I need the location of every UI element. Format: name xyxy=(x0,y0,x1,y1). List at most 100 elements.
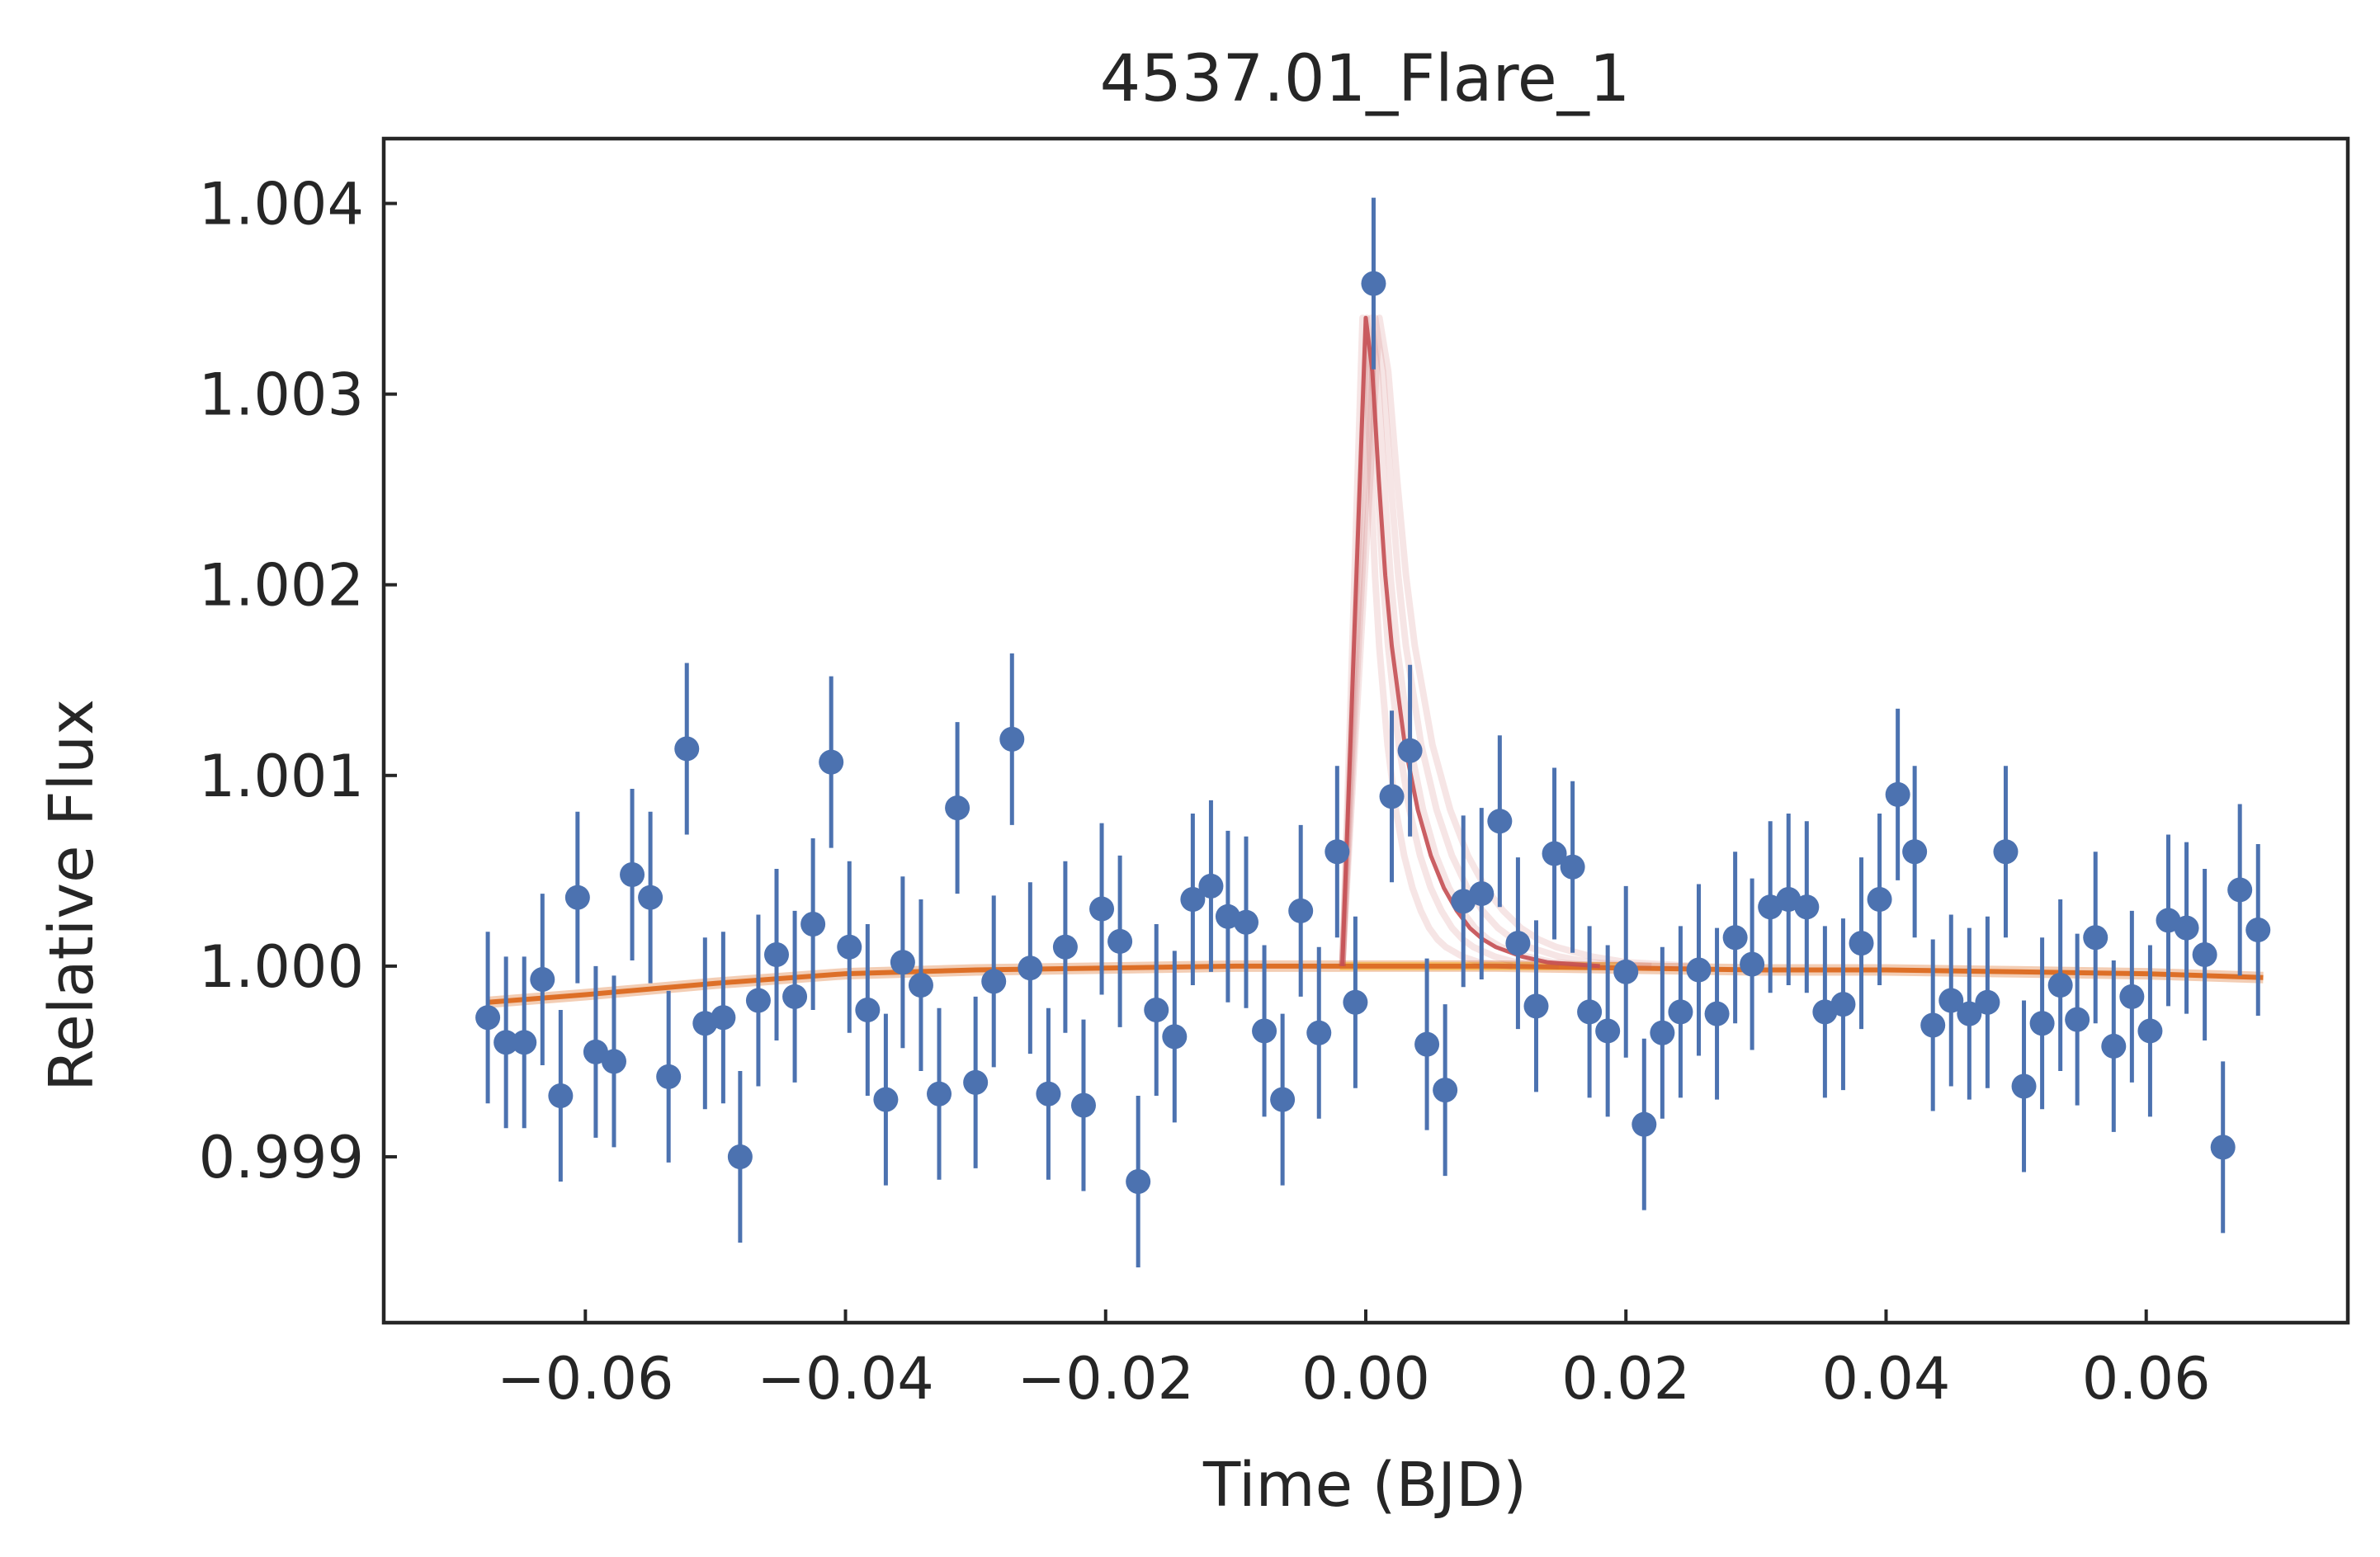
data-point xyxy=(1595,1018,1621,1044)
data-point xyxy=(764,942,789,968)
data-point xyxy=(1794,894,1820,920)
data-point xyxy=(890,950,915,975)
data-point xyxy=(1920,1012,1946,1038)
data-point xyxy=(583,1039,608,1064)
data-point xyxy=(1126,1169,1151,1195)
data-point xyxy=(1361,271,1386,296)
y-tick-label: 0.999 xyxy=(199,1124,364,1191)
x-tick-label: −0.04 xyxy=(757,1345,934,1413)
x-tick-label: 0.02 xyxy=(1561,1345,1690,1413)
data-point xyxy=(782,984,808,1009)
data-point xyxy=(1613,959,1639,984)
data-point xyxy=(908,972,933,998)
data-point xyxy=(2029,1011,2055,1036)
data-point xyxy=(1018,955,1043,981)
data-point xyxy=(1469,881,1495,907)
data-point xyxy=(674,736,700,762)
data-point xyxy=(1070,1092,1096,1118)
data-point xyxy=(711,1005,736,1031)
data-point xyxy=(1902,839,1928,865)
data-point xyxy=(1198,873,1224,899)
data-point xyxy=(530,967,555,993)
data-point xyxy=(1288,898,1314,923)
x-tick-label: −0.02 xyxy=(1018,1345,1195,1413)
data-point xyxy=(1144,998,1169,1023)
data-point xyxy=(656,1064,682,1089)
data-point xyxy=(1325,839,1350,865)
data-point xyxy=(1938,988,1964,1013)
data-point xyxy=(1542,841,1567,866)
data-point xyxy=(800,912,826,937)
data-point xyxy=(1577,999,1603,1025)
data-point xyxy=(1107,928,1133,954)
plot-frame xyxy=(381,136,2350,1325)
data-point xyxy=(512,1030,537,1055)
data-point xyxy=(1885,781,1910,807)
data-point xyxy=(1849,931,1874,956)
data-point xyxy=(2047,972,2073,998)
data-point xyxy=(2065,1007,2090,1032)
data-point xyxy=(1632,1111,1657,1137)
data-point xyxy=(2101,1033,2127,1059)
data-point xyxy=(493,1030,519,1055)
data-point xyxy=(1704,1001,1730,1026)
data-point xyxy=(1867,887,1892,913)
data-point xyxy=(601,1049,626,1074)
data-point xyxy=(1414,1031,1440,1057)
data-point xyxy=(1505,931,1531,956)
flare-model-sample xyxy=(1339,314,1698,970)
data-point xyxy=(1957,1001,1982,1026)
data-point xyxy=(855,998,881,1023)
data-point xyxy=(2192,942,2217,968)
y-tick-label: 1.000 xyxy=(199,933,364,1001)
data-point xyxy=(873,1087,899,1112)
data-point xyxy=(1162,1024,1188,1050)
data-point xyxy=(2083,925,2108,951)
data-point xyxy=(1252,1018,1277,1044)
data-point xyxy=(963,1069,989,1095)
data-point xyxy=(1233,909,1258,935)
data-point xyxy=(475,1005,501,1031)
data-point xyxy=(999,726,1025,752)
data-point xyxy=(1379,784,1405,809)
data-point xyxy=(1668,999,1693,1025)
y-tick-label: 1.004 xyxy=(199,171,364,238)
data-point xyxy=(1650,1020,1675,1045)
data-point xyxy=(564,885,590,910)
flare-model-sample xyxy=(1339,314,1652,970)
data-point xyxy=(2174,915,2199,941)
x-tick-label: −0.06 xyxy=(497,1345,674,1413)
flare-model-line xyxy=(1340,315,1600,969)
data-point xyxy=(620,861,645,887)
data-point xyxy=(2137,1018,2163,1044)
data-point xyxy=(1343,989,1368,1015)
data-point xyxy=(927,1081,952,1106)
data-point xyxy=(745,988,771,1013)
data-point xyxy=(1306,1020,1332,1045)
data-point xyxy=(727,1144,753,1169)
data-point xyxy=(945,795,970,821)
data-point xyxy=(1036,1081,1061,1106)
data-point xyxy=(2119,984,2145,1009)
data-point xyxy=(1722,925,1748,951)
y-tick-label: 1.003 xyxy=(199,361,364,429)
data-point xyxy=(1052,934,1078,960)
data-point xyxy=(1433,1078,1458,1103)
x-tick-label: 0.06 xyxy=(2082,1345,2211,1413)
data-point xyxy=(1740,951,1765,977)
x-tick-label: 0.00 xyxy=(1301,1345,1430,1413)
axis-ticks: −0.06 −0.04 −0.02 0.00 0.02 0.04 0.06 0.999 1.00… xyxy=(199,171,2211,1413)
y-tick-label: 1.002 xyxy=(199,552,364,620)
data-point xyxy=(1523,993,1549,1019)
data-points xyxy=(475,197,2271,1267)
data-point xyxy=(1975,989,2000,1015)
y-axis-label: Relative Flux xyxy=(36,699,107,1092)
data-point xyxy=(2011,1073,2037,1099)
y-tick-label: 1.001 xyxy=(199,743,364,810)
data-point xyxy=(819,749,844,775)
data-point xyxy=(1089,896,1115,922)
data-point xyxy=(837,934,862,960)
chart-title: 4537.01_Flare_1 xyxy=(1100,42,1631,116)
data-point xyxy=(638,885,663,910)
